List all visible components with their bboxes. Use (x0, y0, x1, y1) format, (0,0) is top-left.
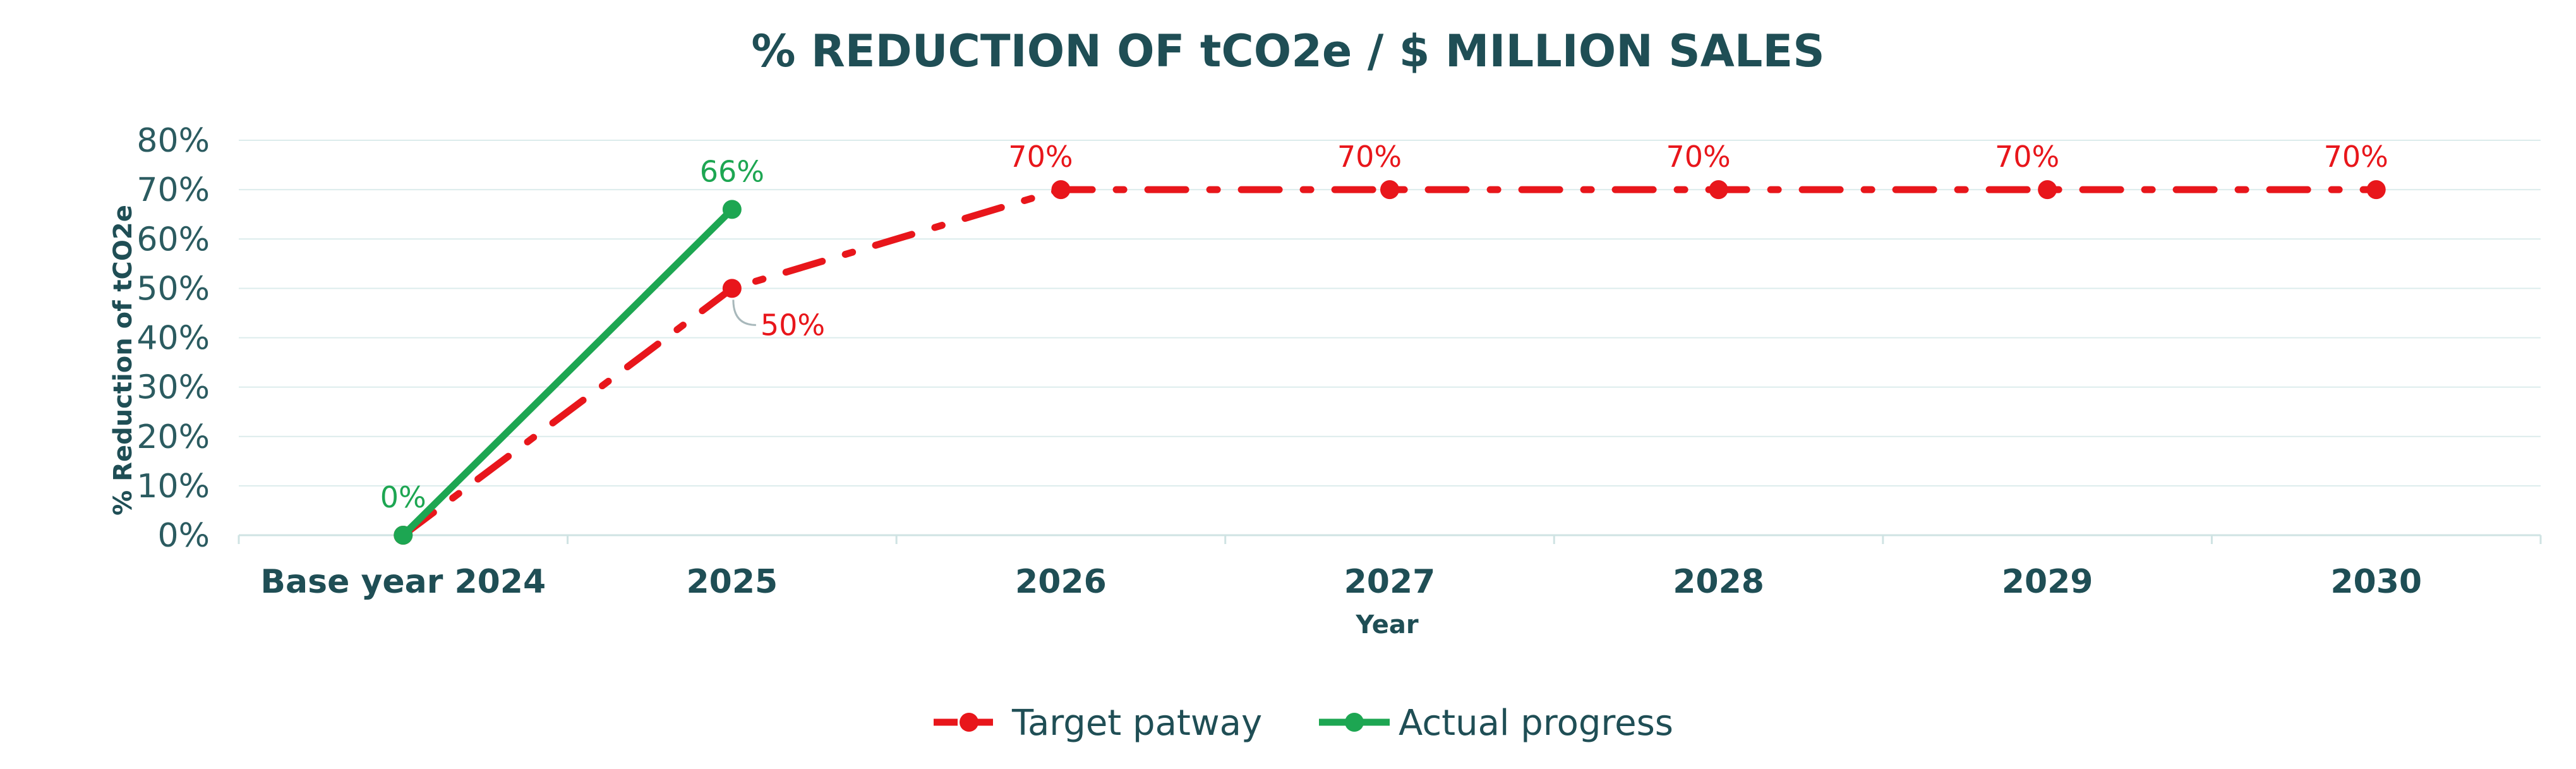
y-axis-title: % Reduction of tCO2e (109, 205, 138, 516)
x-tick-label: 2026 (1015, 563, 1107, 601)
data-label: 70% (1995, 140, 2059, 174)
x-axis-title: Year (1355, 610, 1418, 639)
data-label: 0% (380, 480, 426, 514)
data-point (722, 279, 742, 298)
y-tick-label: 80% (136, 122, 210, 160)
data-point (1051, 180, 1071, 200)
y-tick-label: 0% (158, 517, 210, 555)
y-tick-label: 40% (136, 320, 210, 358)
y-tick-label: 70% (136, 171, 210, 209)
data-label: 70% (1666, 140, 1730, 174)
y-tick-label: 30% (136, 369, 210, 407)
legend-label: Target patway (1011, 703, 1262, 744)
legend: Target patway Actual progress (934, 703, 1673, 744)
chart-title: % REDUCTION OF tCO2e / $ MILLION SALES (751, 25, 1824, 77)
legend-swatch-marker (1345, 713, 1364, 732)
data-label: 70% (2324, 140, 2388, 174)
data-point (2366, 180, 2386, 200)
series-line-1 (399, 205, 736, 539)
x-tick-label: 2028 (1673, 563, 1764, 601)
y-tick-label: 10% (136, 468, 210, 506)
data-point (394, 526, 413, 545)
legend-swatch-marker (960, 713, 978, 732)
y-tick-label: 50% (136, 270, 210, 308)
y-tick-label: 60% (136, 221, 210, 258)
data-point (2038, 180, 2057, 200)
data-point (1380, 180, 1399, 200)
y-tick-label: 20% (136, 418, 210, 456)
series (394, 180, 2386, 545)
x-tick-label: Base year 2024 (260, 563, 546, 601)
data-label: 70% (1008, 140, 1073, 174)
x-tick-label: 2030 (2330, 563, 2422, 601)
gridlines (238, 140, 2542, 544)
data-label: 70% (1337, 140, 1402, 174)
x-tick-label: 2029 (2002, 563, 2093, 601)
data-point (722, 200, 742, 219)
data-labels: 50% 70% 70% 70% 70% 70% 0% 66% (380, 140, 2388, 514)
x-tick-label: 2025 (686, 563, 778, 601)
y-axis-ticks: 0% 10% 20% 30% 40% 50% 60% 70% 80% (136, 122, 210, 555)
data-label: 66% (700, 154, 764, 188)
legend-label: Actual progress (1399, 703, 1673, 744)
leader-line (732, 300, 756, 326)
data-label: 50% (761, 308, 825, 342)
x-tick-label: 2027 (1344, 563, 1436, 601)
x-axis-ticks: Base year 2024 2025 2026 2027 2028 2029 2030 (260, 563, 2422, 601)
data-point (1709, 180, 1728, 200)
